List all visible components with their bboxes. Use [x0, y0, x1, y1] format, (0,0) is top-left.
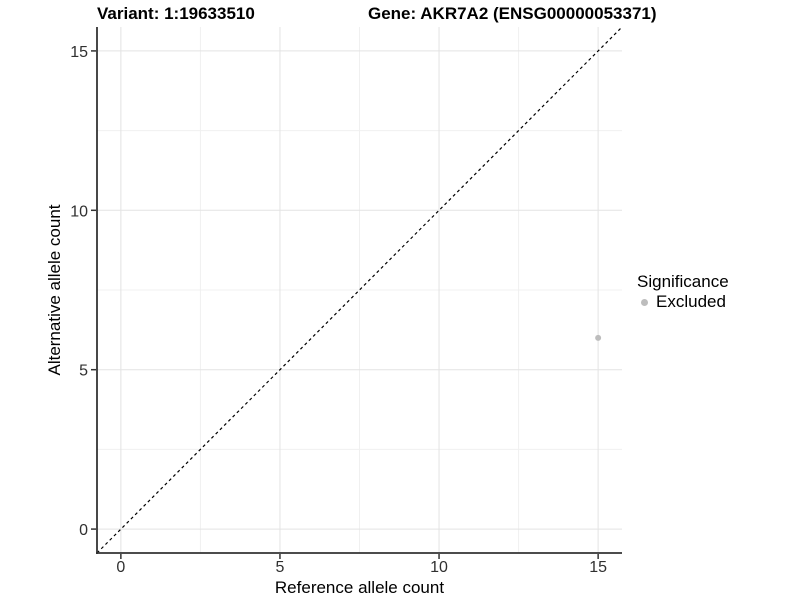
- y-tick-label: 15: [70, 44, 88, 61]
- x-axis-title: Reference allele count: [274, 578, 445, 597]
- plot-title-variant: Variant: 1:19633510: [97, 4, 255, 23]
- x-tick-label: 0: [116, 559, 125, 576]
- x-tick-label: 10: [430, 559, 448, 576]
- legend-title: Significance: [637, 272, 729, 291]
- legend-item-excluded: Excluded: [637, 292, 729, 312]
- x-tick-label: 5: [276, 559, 285, 576]
- legend-key-dot-icon: [641, 298, 648, 306]
- legend-item-label: Excluded: [656, 292, 726, 311]
- x-tick-label: 15: [589, 559, 607, 576]
- y-tick-label: 0: [79, 522, 88, 539]
- y-tick-label: 5: [79, 363, 88, 380]
- data-point: [595, 334, 602, 341]
- legend: Significance Excluded: [637, 272, 729, 312]
- y-tick-label: 10: [70, 203, 88, 220]
- y-axis-title: Alternative allele count: [45, 204, 64, 376]
- identity-dashed-line: [96, 26, 623, 554]
- plot-title-gene: Gene: AKR7A2 (ENSG00000053371): [368, 4, 657, 23]
